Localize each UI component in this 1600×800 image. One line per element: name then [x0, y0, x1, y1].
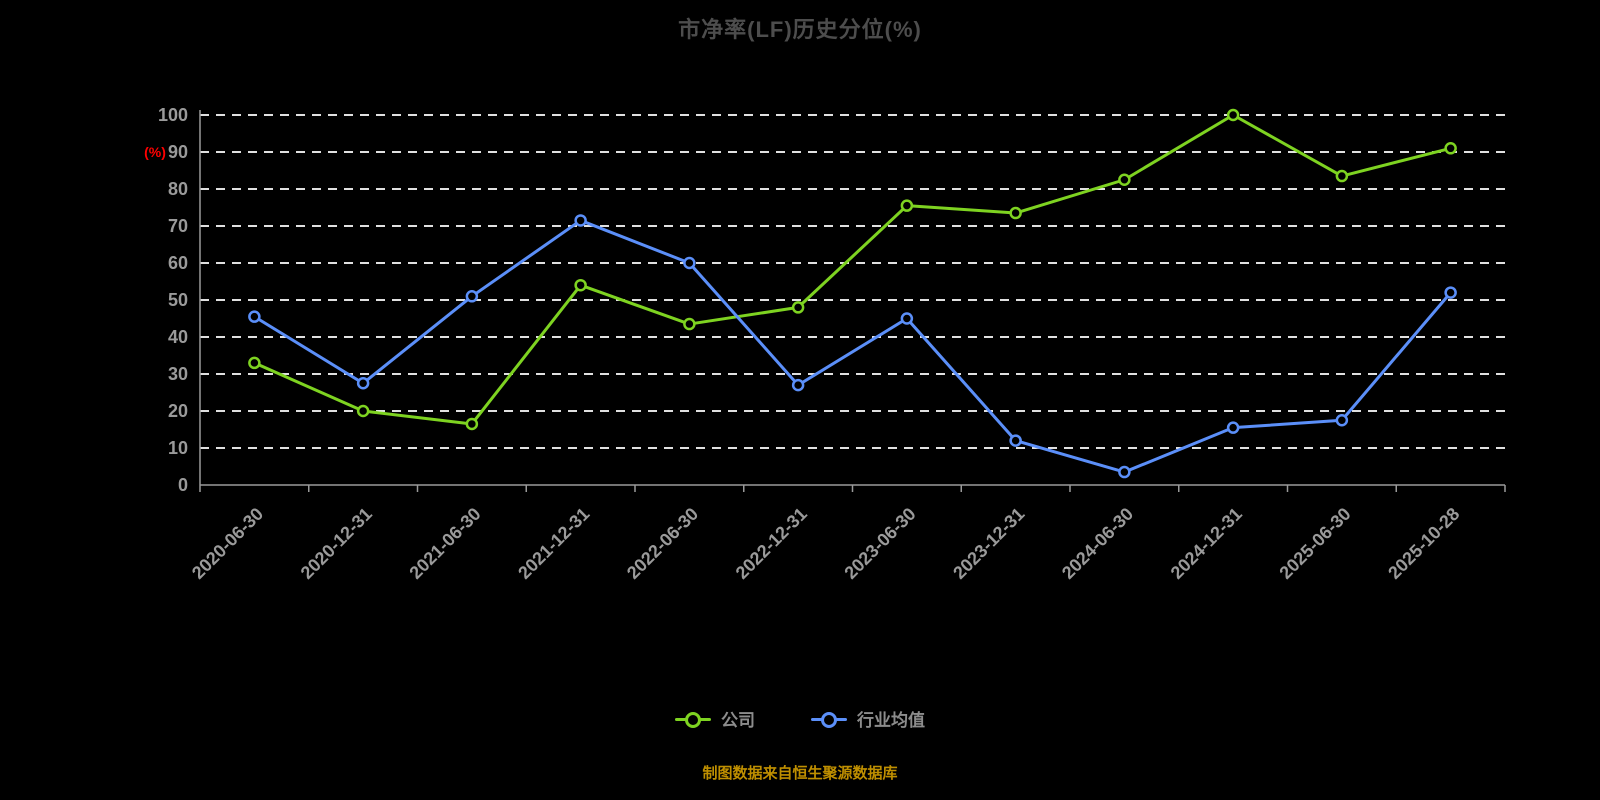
y-tick-label: 80	[168, 179, 188, 199]
y-tick-label: 50	[168, 290, 188, 310]
x-tick-label: 2024-12-31	[1167, 504, 1246, 583]
legend: 公司 行业均值	[0, 706, 1600, 731]
company-point[interactable]	[248, 356, 261, 370]
company-point[interactable]	[1226, 108, 1240, 122]
x-tick-label: 2020-12-31	[297, 504, 376, 583]
industry-average-point[interactable]	[683, 256, 696, 270]
x-tick-label: 2023-06-30	[840, 504, 919, 583]
company-line-marker-icon	[675, 711, 711, 728]
y-tick-label: 10	[168, 438, 188, 458]
y-tick-label: 60	[168, 253, 188, 273]
industry-average-point[interactable]	[248, 310, 261, 323]
company-point[interactable]	[356, 404, 370, 418]
company-point[interactable]	[1335, 169, 1349, 183]
x-tick-label: 2025-06-30	[1275, 504, 1354, 583]
legend-item-company[interactable]: 公司	[675, 706, 755, 731]
company-point[interactable]	[1444, 142, 1457, 155]
legend-item-industry-average[interactable]: 行业均值	[811, 706, 925, 731]
y-tick-label: 90	[168, 142, 188, 162]
y-axis-unit-label: (%)	[144, 144, 166, 160]
company-point[interactable]	[1009, 206, 1022, 220]
x-tick-label: 2020-06-30	[188, 504, 267, 583]
company-point[interactable]	[574, 278, 587, 292]
y-tick-label: 40	[168, 327, 188, 347]
x-tick-label: 2021-06-30	[405, 504, 484, 583]
company-point[interactable]	[900, 199, 914, 212]
y-tick-label: 0	[178, 475, 188, 495]
industry-average-point[interactable]	[1335, 414, 1349, 427]
industry-average-point[interactable]	[1009, 434, 1022, 447]
industry-average-line	[252, 218, 1453, 474]
industry-average-point[interactable]	[1444, 286, 1457, 299]
legend-label-industry-average: 行业均值	[857, 711, 925, 730]
x-tick-label: 2021-12-31	[514, 504, 593, 583]
data-source-note: 制图数据来自恒生聚源数据库	[702, 765, 898, 782]
company-point[interactable]	[683, 317, 696, 331]
industry-average-line-marker-icon	[811, 711, 847, 728]
legend-label-company: 公司	[721, 711, 755, 730]
company-point[interactable]	[1118, 173, 1131, 186]
industry-average-point[interactable]	[900, 312, 914, 325]
y-tick-label: 100	[158, 105, 188, 125]
x-tick-label: 2022-06-30	[623, 504, 702, 583]
industry-average-point[interactable]	[1226, 421, 1240, 434]
chart-title: 市净率(LF)历史分位(%)	[678, 17, 922, 42]
y-tick-label: 20	[168, 401, 188, 421]
y-tick-label: 30	[168, 364, 188, 384]
line-chart: 0 10 20 30 40 50 60 70 80 90 100 (%) 2020-06-30 2020-…	[144, 105, 1506, 583]
x-tick-label: 2023-12-31	[949, 504, 1028, 583]
company-point[interactable]	[465, 417, 479, 431]
industry-average-point[interactable]	[465, 290, 479, 303]
x-tick-label: 2025-10-28	[1384, 504, 1463, 583]
industry-average-point[interactable]	[791, 378, 805, 392]
x-tick-label: 2024-06-30	[1058, 504, 1137, 583]
x-tick-label: 2022-12-31	[732, 504, 811, 583]
company-line	[252, 113, 1453, 426]
y-tick-label: 70	[168, 216, 188, 236]
industry-average-point[interactable]	[1118, 465, 1131, 479]
industry-average-point[interactable]	[574, 214, 587, 227]
company-point[interactable]	[791, 301, 805, 314]
industry-average-point[interactable]	[356, 377, 370, 390]
